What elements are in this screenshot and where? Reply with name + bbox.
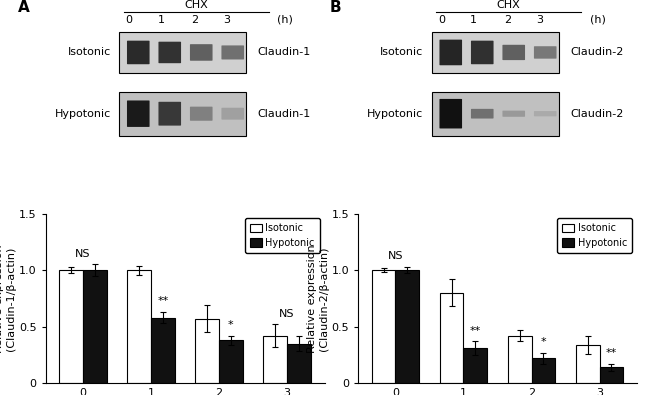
Text: Claudin-1: Claudin-1 [257, 109, 311, 118]
FancyBboxPatch shape [159, 102, 181, 126]
Bar [59, 270, 83, 383]
Y-axis label: Relative expression
(Claudin-1/β-actin): Relative expression (Claudin-1/β-actin) [0, 244, 16, 353]
Bar [372, 270, 395, 383]
FancyBboxPatch shape [159, 42, 181, 63]
FancyBboxPatch shape [534, 111, 556, 117]
Bar [287, 344, 311, 383]
Text: 1: 1 [158, 15, 165, 25]
FancyBboxPatch shape [502, 111, 525, 117]
Bar [263, 336, 287, 383]
Text: 0: 0 [438, 15, 445, 25]
Text: Isotonic: Isotonic [68, 47, 111, 57]
Text: Hypotonic: Hypotonic [55, 109, 111, 118]
FancyBboxPatch shape [190, 107, 213, 121]
Text: CHX: CHX [185, 0, 208, 10]
Text: A: A [18, 0, 29, 15]
Text: **: ** [157, 296, 168, 306]
FancyBboxPatch shape [471, 109, 493, 118]
Bar [195, 319, 219, 383]
Text: 3: 3 [224, 15, 230, 25]
Text: **: ** [606, 348, 617, 358]
Legend: Isotonic, Hypotonic: Isotonic, Hypotonic [245, 218, 320, 253]
Text: Isotonic: Isotonic [380, 47, 424, 57]
Bar [120, 32, 246, 73]
Text: Claudin-2: Claudin-2 [570, 47, 623, 57]
Bar [599, 367, 623, 383]
Text: (h): (h) [590, 15, 605, 25]
Text: NS: NS [75, 249, 91, 259]
Text: *: * [541, 337, 546, 347]
Text: 2: 2 [191, 15, 198, 25]
Bar [120, 92, 246, 136]
Bar [463, 348, 488, 383]
Bar [532, 358, 555, 383]
Text: *: * [228, 320, 234, 330]
Text: NS: NS [387, 251, 403, 261]
Bar [151, 318, 175, 383]
FancyBboxPatch shape [439, 99, 462, 128]
Text: B: B [330, 0, 342, 15]
FancyBboxPatch shape [534, 46, 556, 58]
Bar [83, 270, 107, 383]
FancyBboxPatch shape [439, 40, 462, 65]
Text: Hypotonic: Hypotonic [367, 109, 424, 118]
Bar [576, 345, 599, 383]
Text: 0: 0 [125, 15, 133, 25]
Bar [395, 270, 419, 383]
Bar [439, 293, 463, 383]
FancyBboxPatch shape [471, 41, 493, 64]
Text: (h): (h) [277, 15, 293, 25]
Legend: Isotonic, Hypotonic: Isotonic, Hypotonic [558, 218, 632, 253]
Bar [127, 270, 151, 383]
Text: **: ** [470, 325, 481, 336]
FancyBboxPatch shape [127, 100, 150, 127]
Bar [432, 32, 559, 73]
Text: 1: 1 [471, 15, 477, 25]
Bar [219, 340, 243, 383]
Y-axis label: Relative expression
(Claudin-2/β-actin): Relative expression (Claudin-2/β-actin) [307, 244, 328, 353]
Text: Claudin-2: Claudin-2 [570, 109, 623, 118]
FancyBboxPatch shape [222, 45, 244, 60]
Text: 2: 2 [504, 15, 511, 25]
FancyBboxPatch shape [502, 45, 525, 60]
Text: CHX: CHX [497, 0, 521, 10]
FancyBboxPatch shape [127, 41, 150, 64]
FancyBboxPatch shape [190, 44, 213, 61]
Bar [432, 92, 559, 136]
Text: NS: NS [280, 309, 295, 319]
Text: Claudin-1: Claudin-1 [257, 47, 311, 57]
Text: 3: 3 [536, 15, 543, 25]
FancyBboxPatch shape [222, 108, 244, 120]
Bar [508, 336, 532, 383]
